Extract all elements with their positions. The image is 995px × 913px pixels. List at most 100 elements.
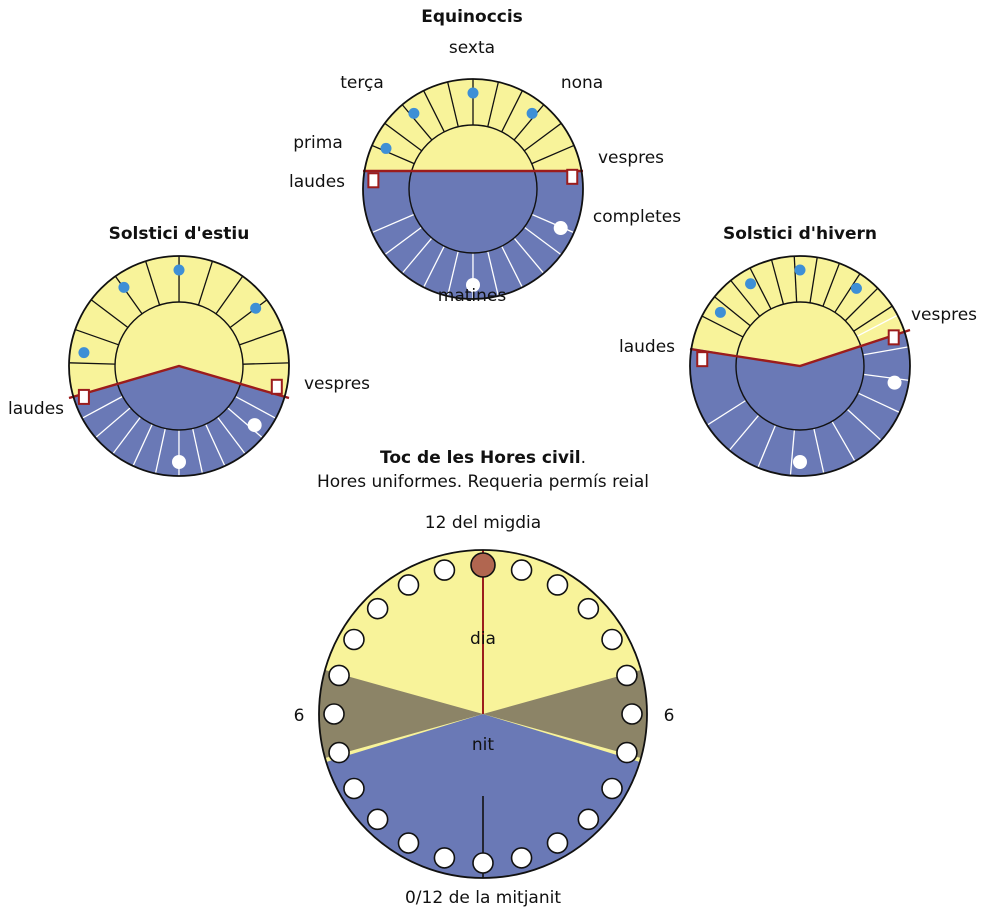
civil-hour-marker	[343, 628, 365, 651]
equinox-day-tick	[523, 122, 562, 152]
winter-day-tick	[749, 267, 772, 310]
summer-matines-marker	[172, 455, 186, 469]
civil-hour-marker	[328, 741, 350, 764]
matines-marker	[466, 278, 480, 292]
civil-hour-marker	[577, 597, 600, 620]
equinox-title: Equinoccis	[421, 7, 523, 27]
civil-bottom-label: 0/12 de la mitjanit	[405, 888, 561, 908]
winter-outer-circle	[689, 255, 911, 477]
equinox-night-tick	[501, 245, 523, 288]
winter-prima-marker	[714, 306, 726, 318]
summer-day-tick	[215, 275, 244, 315]
civil-night-label: nit	[472, 735, 494, 755]
winter-night-tick	[706, 399, 747, 426]
civil-hour-marker	[328, 664, 350, 687]
summer-terca-marker	[118, 281, 130, 293]
civil-hour-marker	[621, 703, 643, 725]
civil-hour-marker	[510, 847, 533, 869]
winter-fills	[690, 256, 910, 476]
vespres-marker	[566, 168, 579, 185]
equinox-day-tick	[447, 81, 459, 127]
summer-inner-circle	[114, 301, 244, 431]
summer-night-tick	[112, 416, 141, 455]
equinox-wheel	[362, 78, 584, 300]
equinox-night-tick	[423, 245, 445, 288]
civil-hour-marker	[397, 832, 420, 854]
winter-hour-ticks	[701, 256, 910, 476]
summer-laudes-marker	[77, 388, 90, 405]
equinox-night-tick	[371, 213, 415, 234]
civil-hour-marker	[546, 832, 569, 854]
labels: Equinoccis sexta terça nona prima vespre…	[8, 7, 977, 908]
winter-night-tick	[846, 408, 882, 441]
sexta-label: sexta	[449, 38, 495, 58]
summer-day-tick	[74, 328, 119, 346]
civil-hour-marker	[343, 777, 365, 800]
civil-hour-marker	[323, 703, 345, 725]
equinox-night-tick	[513, 237, 545, 274]
civil-outer-circle	[318, 549, 648, 879]
civil-hour-marker	[616, 664, 638, 687]
completes-marker	[553, 221, 568, 236]
completes-label: completes	[593, 207, 681, 227]
civil-hour-marker	[397, 574, 420, 596]
summer-day-tick	[145, 260, 161, 306]
matines-label: matines	[438, 286, 507, 306]
winter-night-area	[690, 326, 910, 476]
civil-hour-marker	[577, 808, 600, 831]
summer-sexta-marker	[173, 264, 185, 276]
winter-vespres-marker	[887, 329, 900, 346]
equinox-laudes-label: laudes	[289, 172, 345, 192]
winter-night-tick	[856, 314, 898, 338]
summer-day-tick	[239, 329, 284, 346]
summer-hour-markers	[77, 264, 283, 469]
summer-outer-circle	[68, 255, 290, 477]
equinox-inner-circle	[408, 124, 538, 254]
summer-day-tick	[242, 362, 289, 365]
civil-hour-marker	[546, 574, 569, 596]
civil-left-label: 6	[294, 706, 305, 726]
sexta-hour-marker	[467, 87, 479, 99]
equinox-vespres-label: vespres	[598, 148, 664, 168]
summer-horizon-line	[68, 364, 290, 400]
nona-label: nona	[561, 73, 603, 93]
winter-day-tick	[714, 296, 751, 327]
summer-hour-ticks	[69, 255, 289, 477]
winter-day-tick	[853, 305, 893, 332]
winter-day-tick	[809, 257, 818, 303]
winter-night-tick	[862, 346, 909, 356]
equinox-day-tick	[384, 122, 423, 152]
summer-night-tick	[154, 428, 166, 474]
summer-title: Solstici d'estiu	[109, 224, 250, 244]
civil-hour-marker	[472, 852, 494, 874]
summer-nona-marker	[250, 302, 262, 314]
winter-day-tick	[770, 259, 785, 305]
equinox-night-tick	[487, 251, 499, 297]
summer-day-tick	[69, 362, 116, 365]
winter-nona-marker	[850, 282, 862, 294]
winter-horizon-line	[689, 328, 911, 368]
summer-completes-marker	[247, 418, 262, 433]
civil-hour-marker	[433, 559, 456, 581]
winter-terca-marker	[745, 278, 757, 290]
summer-night-area	[69, 366, 289, 476]
summer-day-tick	[197, 261, 214, 306]
equinox-outer-circle	[362, 78, 584, 300]
equinox-night-tick	[401, 237, 433, 274]
summer-night-tick	[205, 423, 226, 467]
equinox-day-tick	[513, 104, 545, 141]
winter-day-tick	[822, 263, 841, 307]
winter-night-tick	[757, 424, 777, 468]
civil-hours-clock	[318, 549, 648, 879]
summer-prima-marker	[78, 347, 90, 359]
winter-day-tick	[844, 287, 879, 322]
winter-solstice-wheel	[689, 255, 911, 477]
civil-hour-marker	[366, 808, 389, 831]
summer-vespres-label: vespres	[304, 374, 370, 394]
nona-hour-marker	[526, 107, 538, 119]
equinox-day-tick	[531, 144, 575, 165]
terca-hour-marker	[408, 107, 420, 119]
winter-sexta-marker	[794, 264, 806, 276]
winter-night-tick	[857, 392, 900, 414]
laudes-marker	[367, 172, 380, 189]
